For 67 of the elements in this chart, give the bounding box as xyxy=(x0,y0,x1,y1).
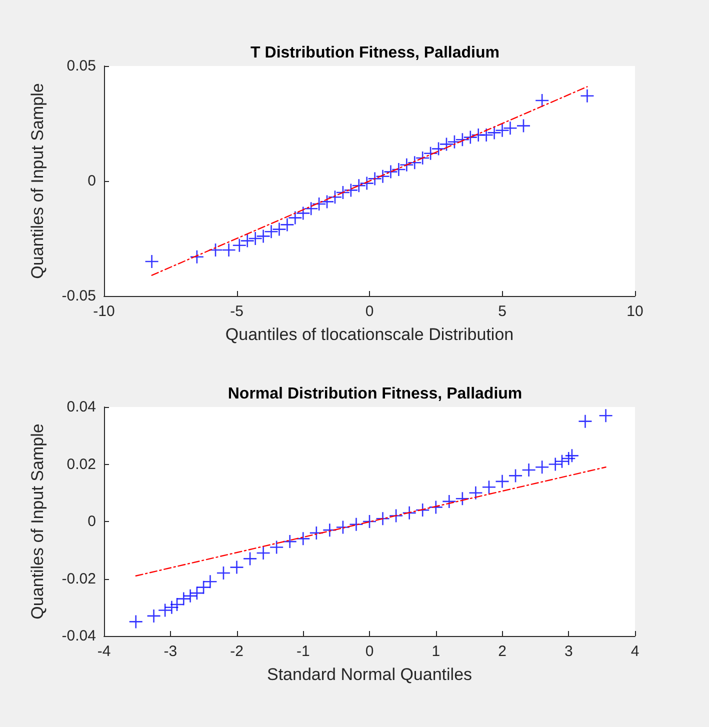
point xyxy=(280,218,294,232)
y-tick-label: -0.04 xyxy=(62,628,96,644)
chart-title: T Distribution Fitness, Palladium xyxy=(250,44,500,62)
point xyxy=(240,234,254,248)
y-tick-label: 0 xyxy=(88,513,96,530)
x-tick-label: 0 xyxy=(365,303,374,320)
point xyxy=(482,480,496,494)
point xyxy=(488,126,501,140)
x-axis-title: Standard Normal Quantiles xyxy=(266,665,472,684)
point xyxy=(580,89,594,102)
point xyxy=(204,575,217,588)
x-tick-label: 5 xyxy=(498,303,506,320)
x-tick-label: -2 xyxy=(230,643,244,660)
point xyxy=(270,540,284,554)
point xyxy=(536,460,549,474)
point xyxy=(177,592,190,606)
point xyxy=(248,232,262,245)
point xyxy=(256,230,270,243)
y-tick-label: 0.05 xyxy=(66,58,96,74)
point xyxy=(145,255,158,268)
x-tick-label: -4 xyxy=(97,643,111,660)
point xyxy=(244,552,257,566)
point xyxy=(272,222,286,236)
point xyxy=(509,469,522,482)
x-tick-label: -10 xyxy=(93,303,115,320)
point xyxy=(496,474,509,488)
x-tick-label: -5 xyxy=(230,303,244,320)
point xyxy=(548,458,562,471)
y-tick-label: -0.02 xyxy=(62,570,96,588)
point xyxy=(230,560,244,574)
point xyxy=(469,486,482,500)
point xyxy=(129,615,142,628)
point xyxy=(599,409,612,422)
x-tick-label: 1 xyxy=(432,643,440,660)
point xyxy=(165,600,178,614)
x-tick-label: 10 xyxy=(626,303,644,320)
y-tick-label: 0 xyxy=(88,172,96,190)
point xyxy=(147,609,160,622)
point xyxy=(504,122,517,135)
x-axis-title: Quantiles of tlocationscale Distribution xyxy=(225,325,514,344)
y-axis-title: Quantiles of Input Sample xyxy=(28,83,47,279)
point xyxy=(368,172,382,186)
y-tick-label: -0.05 xyxy=(62,288,96,304)
x-tick-label: 2 xyxy=(498,643,506,660)
point xyxy=(222,244,236,256)
chart-title: Normal Distribution Fitness, Palladium xyxy=(228,386,522,402)
point xyxy=(296,532,310,546)
x-tick-label: 0 xyxy=(365,643,374,660)
x-tick-label: -1 xyxy=(296,643,310,660)
x-tick-label: 4 xyxy=(630,643,640,660)
point xyxy=(565,449,578,462)
point xyxy=(496,124,509,137)
point xyxy=(516,119,530,132)
point xyxy=(429,500,442,514)
point xyxy=(464,130,477,144)
point xyxy=(256,546,270,560)
y-tick-label: 0.02 xyxy=(66,456,96,473)
point xyxy=(264,225,278,238)
point xyxy=(288,211,302,224)
x-tick-label: -3 xyxy=(164,643,178,660)
point xyxy=(578,414,592,428)
point xyxy=(522,463,536,476)
point xyxy=(232,238,246,252)
x-tick-label: 3 xyxy=(564,643,573,660)
y-axis-title: Quantiles of Input Sample xyxy=(28,424,47,620)
point xyxy=(400,158,414,172)
y-tick-label: 0.04 xyxy=(66,398,96,416)
